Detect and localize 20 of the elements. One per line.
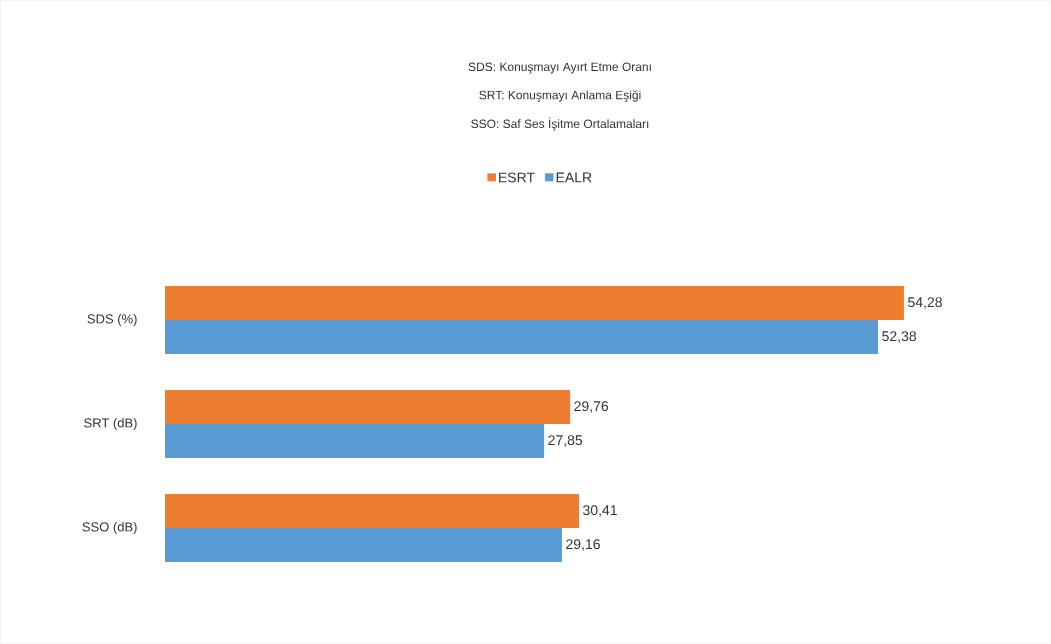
legend-label: ESRT	[499, 172, 535, 183]
legend-label: EALR	[556, 172, 592, 183]
bar	[165, 493, 579, 528]
bar	[165, 423, 545, 458]
y-tick-label: SDS (%)	[87, 313, 137, 327]
data-label: 29,16	[566, 539, 600, 551]
bar	[165, 319, 879, 354]
text: SRT: Konuşmayı Anlama Eşiği	[479, 90, 641, 102]
data-label: 30,41	[583, 505, 617, 517]
bar	[165, 389, 571, 424]
bar	[165, 527, 562, 562]
text: SDS: Konuşmayı Ayırt Etme Oranı	[468, 62, 651, 74]
y-tick-label: SRT (dB)	[84, 417, 137, 431]
data-label: 54,28	[908, 297, 942, 309]
data-label: 29,76	[574, 401, 609, 413]
y-tick-label: SSO (dB)	[82, 521, 137, 535]
data-label: 27,85	[548, 435, 583, 447]
text: SSO: Saf Ses İşitme Ortalamaları	[471, 117, 649, 131]
bar	[165, 285, 904, 320]
data-label: 52,38	[882, 331, 917, 343]
